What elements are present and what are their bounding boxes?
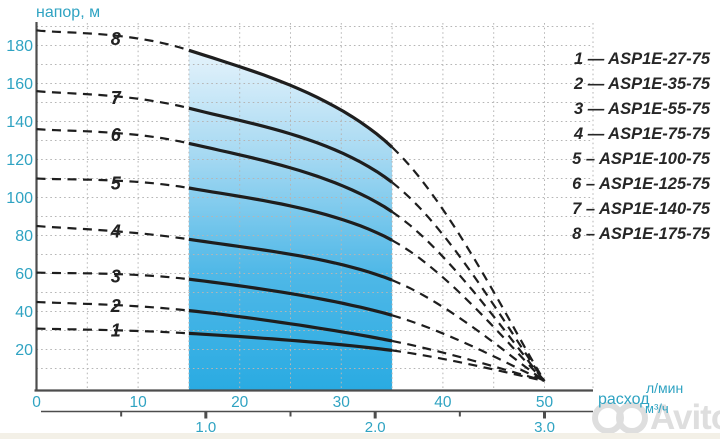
curve-1-dashed-right <box>391 349 545 382</box>
legend-item: 5 – ASP1E-100-75 <box>572 150 710 168</box>
curve-number-label: 7 <box>111 88 122 108</box>
x-tick-label: 30 <box>333 394 351 411</box>
curve-number-label: 2 <box>110 296 121 316</box>
curve-2-dashed-right <box>391 339 545 382</box>
curve-number-label: 1 <box>111 321 121 341</box>
photo-edge-strip <box>0 433 720 439</box>
y-tick-label: 120 <box>6 152 33 169</box>
watermark-circle-icon <box>616 402 648 434</box>
x-tick-label: 0 <box>32 394 41 411</box>
y-tick-label: 80 <box>15 228 33 245</box>
curve-4-solid <box>188 237 393 282</box>
recommended-range-band <box>188 50 393 390</box>
legend-item: 6 – ASP1E-125-75 <box>572 175 710 193</box>
legend-item: 1 — ASP1E-27-75 <box>573 50 710 68</box>
curve-1-dashed-left <box>36 327 189 335</box>
curve-number-label: 5 <box>111 173 122 193</box>
curve-number-label: 3 <box>111 266 121 286</box>
watermark: Avito <box>592 398 720 438</box>
curve-3-solid <box>188 277 393 317</box>
curve-3-dashed-left <box>36 271 190 281</box>
curve-8-dashed-right <box>391 146 546 382</box>
y-tick-label: 180 <box>6 38 33 55</box>
curve-3-dashed-right <box>391 314 545 382</box>
m3h-tick-label: 3.0 <box>534 419 555 436</box>
y-tick-label: 140 <box>6 114 33 131</box>
x-axis-unit-m3h: м³/ч <box>645 401 669 416</box>
x-tick-label: 20 <box>231 394 249 411</box>
curve-8-dashed-left <box>36 29 190 52</box>
curve-4-dashed-right <box>391 279 546 382</box>
curve-number-label: 6 <box>111 125 122 145</box>
curve-4-dashed-left <box>36 224 190 241</box>
m3h-tick-label: 2.0 <box>365 419 386 436</box>
legend-item: 2 — ASP1E-35-75 <box>573 75 710 93</box>
legend-item: 3 — ASP1E-55-75 <box>573 100 710 118</box>
x-tick-label: 10 <box>129 394 147 411</box>
y-tick-label: 40 <box>15 304 33 321</box>
curve-5-solid <box>188 186 393 242</box>
curve-6-dashed-right <box>391 210 546 382</box>
watermark-text: Avito <box>650 398 720 437</box>
curve-5-dashed-left <box>36 177 190 190</box>
legend-item: 7 – ASP1E-140-75 <box>572 200 710 218</box>
legend: 1 — ASP1E-27-75 2 — ASP1E-35-75 3 — ASP1… <box>540 47 710 247</box>
curve-8-solid <box>188 48 394 149</box>
m3h-tick-label: 1.0 <box>195 419 216 436</box>
y-tick-label: 60 <box>15 266 33 283</box>
legend-item: 4 — ASP1E-75-75 <box>573 125 710 143</box>
y-tick-label: 160 <box>6 76 33 93</box>
curve-number-label: 4 <box>110 222 121 242</box>
curve-5-dashed-right <box>391 239 546 382</box>
curve-7-dashed-left <box>36 90 190 110</box>
curve-7-solid <box>188 106 394 184</box>
y-tick-label: 100 <box>6 190 33 207</box>
curve-6-solid <box>188 141 393 214</box>
curve-number-label: 8 <box>111 29 121 49</box>
curve-7-dashed-right <box>391 181 546 382</box>
x-axis-title: расход <box>598 391 650 408</box>
y-tick-label: 20 <box>15 342 33 359</box>
curve-2-dashed-left <box>36 300 190 312</box>
curve-6-dashed-left <box>36 128 190 145</box>
curve-1-solid <box>188 331 393 352</box>
y-axis-title: напор, м <box>36 4 101 21</box>
curve-2-solid <box>188 309 393 343</box>
x-axis-unit-lmin: л/мин <box>646 380 684 396</box>
x-tick-label: 50 <box>536 394 554 411</box>
x-tick-label: 40 <box>434 394 452 411</box>
legend-item: 8 – ASP1E-175-75 <box>572 225 710 243</box>
